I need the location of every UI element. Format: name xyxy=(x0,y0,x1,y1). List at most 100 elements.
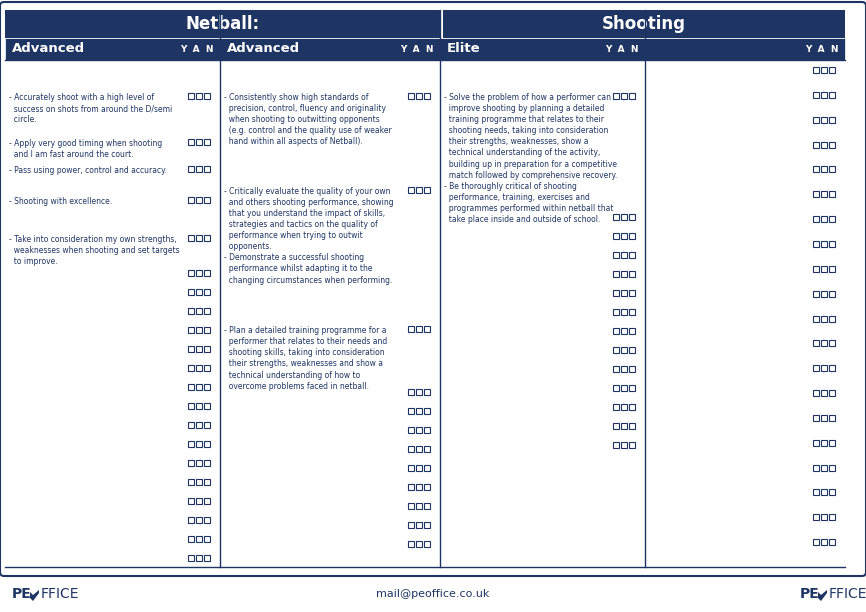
Bar xyxy=(204,235,210,241)
Bar xyxy=(188,235,194,241)
Bar xyxy=(821,141,827,147)
Bar xyxy=(424,93,430,99)
Bar xyxy=(196,138,202,144)
Bar xyxy=(188,138,194,144)
Bar xyxy=(204,346,210,352)
Text: - Plan a detailed training programme for a
  performer that relates to their nee: - Plan a detailed training programme for… xyxy=(224,326,387,390)
Bar xyxy=(813,141,819,147)
Bar xyxy=(621,214,627,220)
Bar xyxy=(621,328,627,334)
Bar xyxy=(424,465,430,471)
Bar xyxy=(204,403,210,409)
Bar xyxy=(613,252,619,258)
Bar xyxy=(196,235,202,241)
Text: - Pass using power, control and accuracy.: - Pass using power, control and accuracy… xyxy=(9,166,167,176)
Text: Y  A  N: Y A N xyxy=(605,45,639,53)
Bar xyxy=(813,117,819,122)
Bar xyxy=(188,441,194,447)
Bar xyxy=(188,422,194,428)
Bar xyxy=(196,308,202,314)
Text: FFICE: FFICE xyxy=(829,587,866,601)
Text: Advanced: Advanced xyxy=(12,42,85,56)
Text: mail@peoffice.co.uk: mail@peoffice.co.uk xyxy=(377,589,489,599)
Bar xyxy=(424,522,430,528)
Bar xyxy=(629,93,635,99)
Bar xyxy=(829,241,835,247)
Bar xyxy=(629,442,635,448)
Polygon shape xyxy=(818,590,827,601)
Bar xyxy=(621,404,627,410)
Bar xyxy=(204,270,210,276)
Text: - Critically evaluate the quality of your own
  and others shooting performance,: - Critically evaluate the quality of you… xyxy=(224,187,394,285)
Bar xyxy=(204,197,210,203)
Text: Y  A  N: Y A N xyxy=(805,45,839,53)
Bar xyxy=(188,479,194,485)
Bar xyxy=(821,365,827,371)
Bar xyxy=(204,138,210,144)
Bar xyxy=(821,166,827,173)
Text: - Accurately shoot with a high level of
  success on shots from around the D/sem: - Accurately shoot with a high level of … xyxy=(9,93,172,124)
Bar xyxy=(821,92,827,98)
Bar xyxy=(829,390,835,396)
Bar xyxy=(424,326,430,332)
Polygon shape xyxy=(30,590,39,601)
Bar xyxy=(188,365,194,371)
Bar xyxy=(613,404,619,410)
Bar xyxy=(813,191,819,197)
Bar xyxy=(613,328,619,334)
Text: - Solve the problem of how a performer can
  improve shooting by planning a deta: - Solve the problem of how a performer c… xyxy=(444,93,617,224)
Bar xyxy=(204,93,210,99)
Bar xyxy=(629,423,635,429)
Bar xyxy=(813,92,819,98)
Bar xyxy=(821,415,827,421)
Bar xyxy=(821,191,827,197)
Bar xyxy=(813,390,819,396)
Bar xyxy=(196,327,202,333)
Bar xyxy=(629,309,635,315)
Bar xyxy=(813,266,819,272)
Text: PE: PE xyxy=(800,587,820,601)
Bar xyxy=(424,484,430,490)
Bar xyxy=(196,441,202,447)
Bar xyxy=(813,340,819,346)
Bar xyxy=(204,479,210,485)
Bar xyxy=(408,446,414,452)
Bar xyxy=(813,166,819,173)
Text: PEOFFICE: PEOFFICE xyxy=(204,362,656,442)
Bar xyxy=(408,93,414,99)
Bar xyxy=(629,290,635,296)
Bar xyxy=(613,271,619,277)
Bar xyxy=(204,327,210,333)
Bar xyxy=(621,423,627,429)
Bar xyxy=(416,446,422,452)
Bar xyxy=(821,490,827,496)
Bar xyxy=(613,214,619,220)
Bar xyxy=(416,187,422,193)
Bar xyxy=(613,347,619,353)
Bar xyxy=(424,427,430,433)
Bar xyxy=(613,93,619,99)
Bar xyxy=(813,291,819,297)
Bar xyxy=(621,385,627,391)
Bar xyxy=(408,408,414,414)
Bar xyxy=(424,389,430,395)
Bar xyxy=(196,166,202,173)
Bar xyxy=(416,93,422,99)
Bar xyxy=(196,517,202,523)
Bar xyxy=(196,460,202,466)
Bar xyxy=(424,408,430,414)
Text: - Take into consideration my own strengths,
  weaknesses when shooting and set t: - Take into consideration my own strengt… xyxy=(9,235,179,266)
Bar xyxy=(408,541,414,547)
Bar xyxy=(829,216,835,222)
Bar xyxy=(821,241,827,247)
Bar xyxy=(813,241,819,247)
Bar xyxy=(188,166,194,173)
Text: Elite: Elite xyxy=(447,42,481,56)
Bar xyxy=(613,366,619,372)
Bar xyxy=(408,389,414,395)
Bar xyxy=(829,415,835,421)
Bar xyxy=(204,460,210,466)
Polygon shape xyxy=(200,107,735,457)
Bar xyxy=(829,117,835,122)
Bar xyxy=(188,498,194,504)
